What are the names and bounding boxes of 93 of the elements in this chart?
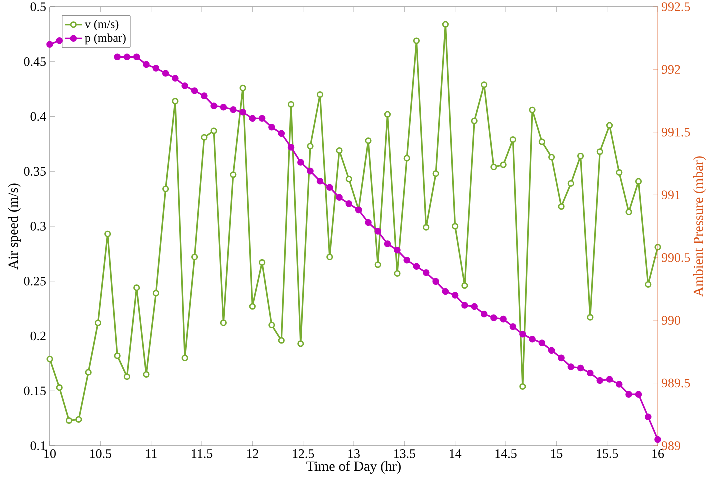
point	[548, 347, 556, 354]
point	[480, 310, 488, 318]
y2-tick-label: 991	[662, 190, 680, 200]
x-tick-label: 14	[450, 450, 462, 458]
y2-axis-title: Ambient Pressure (mbar)	[693, 156, 706, 297]
point	[606, 376, 614, 383]
point	[278, 130, 286, 138]
point	[365, 219, 372, 226]
point	[644, 414, 652, 421]
point	[114, 54, 121, 61]
point	[172, 75, 179, 82]
y2-tick-label: 989.5	[662, 378, 690, 388]
y-tick-label: 0.15	[24, 386, 46, 396]
point	[56, 37, 64, 44]
point	[182, 82, 188, 90]
y2-tick-label: 992	[662, 65, 680, 74]
point	[558, 354, 565, 362]
legend-label: v (m/s)	[84, 20, 119, 31]
x-tick-label: 11	[146, 450, 157, 458]
point	[258, 115, 266, 122]
legend-label: p (mbar)	[85, 34, 126, 45]
point	[210, 102, 218, 110]
y2-tick-label: 989	[662, 442, 680, 450]
point	[626, 391, 632, 398]
point	[394, 246, 401, 254]
y-axis-title: Air speed (m/s)	[8, 184, 21, 270]
point	[191, 88, 198, 94]
point	[529, 336, 536, 343]
point	[249, 115, 256, 122]
point	[596, 377, 604, 384]
point	[298, 159, 304, 166]
point	[471, 303, 478, 310]
point	[288, 144, 295, 151]
x-tick-label: 13.5	[394, 450, 416, 458]
point	[635, 391, 642, 398]
y-tick-label: 0.2	[30, 332, 46, 341]
y2-tick-label: 990	[662, 316, 680, 325]
x-tick-label: 14.5	[496, 450, 517, 458]
point	[152, 65, 160, 72]
point	[538, 340, 546, 347]
y-tick-label: 0.45	[24, 57, 46, 66]
x-tick-label: 10.5	[90, 450, 112, 458]
point	[201, 92, 208, 100]
x-tick-label: 16	[652, 450, 664, 458]
x-axis-title: Time of Day (hr)	[306, 461, 401, 474]
point	[510, 323, 517, 330]
point	[577, 364, 584, 372]
point	[500, 316, 507, 323]
point	[143, 61, 150, 68]
x-tick-label: 10	[44, 450, 56, 458]
point	[587, 370, 594, 377]
y2-tick-label: 991.5	[662, 128, 690, 137]
point	[404, 256, 410, 264]
point	[124, 54, 131, 61]
y-tick-label: 0.4	[30, 112, 46, 122]
point	[336, 194, 343, 202]
x-tick-label: 12	[247, 450, 258, 458]
x-tick-label: 11.5	[192, 450, 213, 458]
point	[422, 270, 430, 276]
y-tick-label: 0.5	[30, 2, 46, 12]
point	[46, 41, 54, 48]
point	[616, 381, 623, 388]
y-tick-label: 0.25	[24, 276, 46, 286]
y-tick-label: 0.35	[24, 167, 46, 176]
point	[346, 200, 353, 208]
point	[220, 104, 228, 111]
point	[442, 288, 450, 296]
point	[462, 302, 468, 309]
point	[384, 240, 392, 248]
y2-tick-label: 990.5	[662, 253, 690, 262]
point	[654, 436, 662, 444]
point	[133, 54, 140, 61]
x-tick-label: 15	[551, 450, 563, 458]
y2-tick-label: 992.5	[662, 2, 690, 12]
y-tick-label: 0.1	[30, 442, 46, 450]
y-tick-label: 0.3	[30, 222, 46, 231]
point	[240, 108, 246, 116]
x-tick-label: 12.5	[293, 450, 314, 458]
point	[413, 263, 420, 270]
point	[230, 106, 237, 114]
point	[268, 124, 276, 131]
point	[568, 364, 575, 370]
point	[432, 278, 440, 286]
point	[307, 168, 314, 175]
x-tick-label: 13	[348, 450, 360, 458]
point	[162, 70, 170, 77]
point	[374, 228, 382, 235]
point	[316, 178, 324, 185]
x-tick-label: 15.5	[597, 450, 618, 458]
point	[452, 292, 459, 299]
point	[490, 314, 498, 322]
point	[520, 330, 526, 338]
point	[326, 184, 334, 192]
